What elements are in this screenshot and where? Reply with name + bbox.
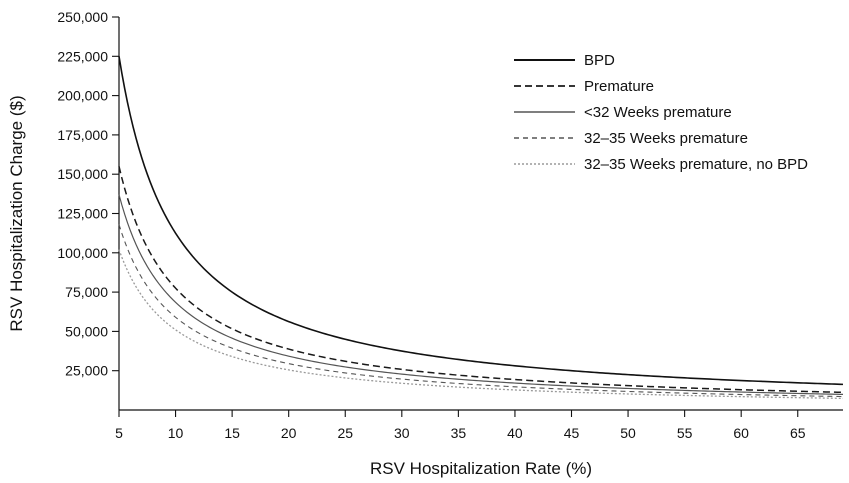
x-tick-label: 65 (790, 425, 806, 441)
x-tick-label: 10 (168, 425, 184, 441)
series-line-0 (118, 56, 844, 386)
x-tick-label: 20 (281, 425, 297, 441)
x-tick-label: 55 (677, 425, 693, 441)
x-tick-label: 35 (451, 425, 467, 441)
y-tick-label: 125,000 (57, 206, 108, 222)
series-line-3 (118, 224, 844, 398)
legend-label: 32–35 Weeks premature (584, 130, 748, 147)
series-lines (118, 56, 844, 400)
y-tick-label: 150,000 (57, 166, 108, 182)
y-tick-label: 200,000 (57, 88, 108, 104)
series-line-1 (118, 166, 844, 394)
y-axis-title: RSV Hospitalization Charge ($) (7, 95, 26, 331)
legend-label: <32 Weeks premature (584, 104, 732, 121)
axes: 5 10 15 20 25 30 35 40 45 50 55 60 65 25,000 50,000 75… (57, 9, 843, 441)
legend: BPD Premature <32 Weeks premature 32–35 Wee… (514, 52, 808, 173)
x-tick-label: 50 (620, 425, 636, 441)
y-ticks: 25,000 50,000 75,000 100,000 125,000 150,000 1… (57, 9, 119, 379)
x-tick-label: 15 (224, 425, 240, 441)
x-ticks: 5 10 15 20 25 30 35 40 45 50 55 60 65 (115, 410, 806, 441)
x-tick-label: 60 (733, 425, 749, 441)
legend-label: Premature (584, 78, 654, 95)
x-tick-label: 30 (394, 425, 410, 441)
x-axis-title: RSV Hospitalization Rate (%) (370, 459, 592, 478)
x-tick-label: 5 (115, 425, 123, 441)
x-tick-label: 25 (337, 425, 353, 441)
legend-label: 32–35 Weeks premature, no BPD (584, 156, 808, 173)
x-tick-label: 40 (507, 425, 523, 441)
series-line-4 (118, 249, 844, 400)
y-tick-label: 75,000 (65, 284, 108, 300)
y-tick-label: 25,000 (65, 363, 108, 379)
series-line-2 (118, 194, 844, 395)
y-tick-label: 50,000 (65, 323, 108, 339)
y-tick-label: 225,000 (57, 48, 108, 64)
legend-label: BPD (584, 52, 615, 69)
y-tick-label: 100,000 (57, 245, 108, 261)
y-tick-label: 250,000 (57, 9, 108, 25)
x-tick-label: 45 (564, 425, 580, 441)
y-tick-label: 175,000 (57, 127, 108, 143)
